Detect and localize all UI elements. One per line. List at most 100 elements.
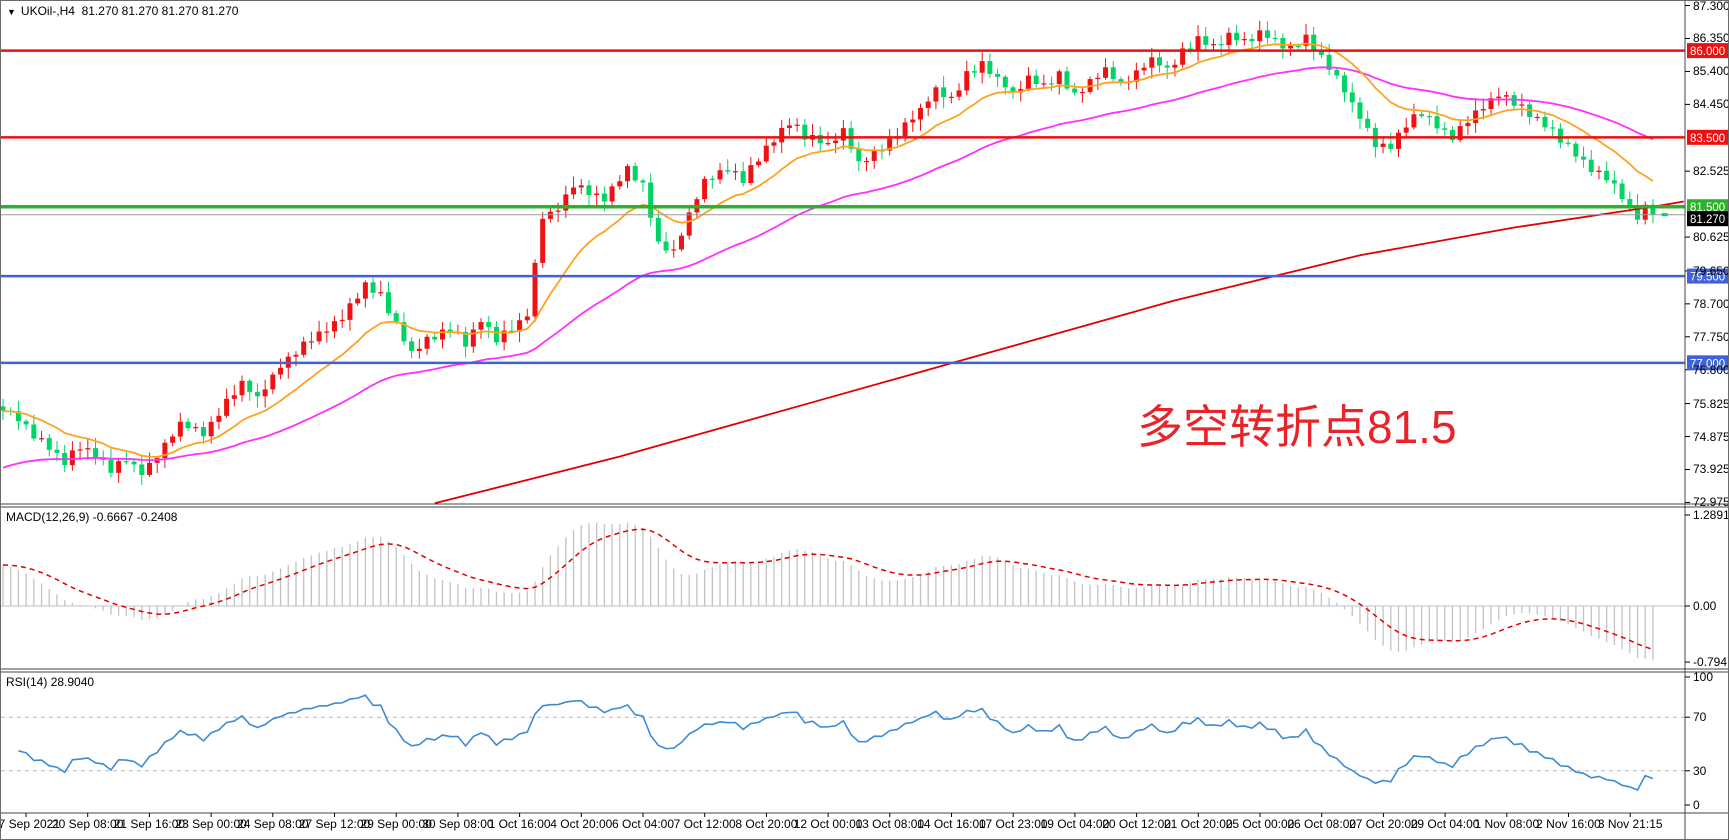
- candle-bullish: [1288, 45, 1294, 49]
- candle-bearish: [486, 322, 492, 327]
- candle-bullish: [146, 462, 152, 475]
- time-axis-label[interactable]: 4 Oct 20:00: [550, 817, 613, 831]
- candle-bearish: [1002, 76, 1008, 88]
- candle-bullish: [224, 398, 230, 416]
- candle-bullish: [1480, 109, 1486, 111]
- symbol-name: UKOil-,H4: [20, 4, 75, 18]
- candle-bearish: [586, 185, 592, 196]
- time-axis-label[interactable]: 21 Sep 16:00: [113, 817, 186, 831]
- candle-bearish: [247, 380, 253, 392]
- time-axis-label[interactable]: 20 Oct 12:00: [1102, 817, 1171, 831]
- candle-bullish: [1103, 67, 1109, 78]
- candle-bullish: [678, 235, 684, 250]
- price-tick-label: 72.975: [1693, 495, 1729, 510]
- time-axis-label[interactable]: 1 Nov 08:00: [1474, 817, 1540, 831]
- candle-bullish: [1172, 64, 1178, 68]
- time-axis-label[interactable]: 8 Oct 20:00: [735, 817, 798, 831]
- time-axis-label[interactable]: 2 Nov 16:00: [1536, 817, 1601, 831]
- level-badge-81.500: [1687, 199, 1728, 215]
- candle-bullish: [825, 143, 831, 145]
- level-badge-77.000: [1687, 355, 1728, 371]
- time-axis-label[interactable]: 6 Oct 04:00: [611, 817, 675, 831]
- time-axis-label[interactable]: 14 Oct 16:00: [917, 817, 986, 831]
- candle-bullish: [902, 122, 908, 137]
- time-axis-label[interactable]: 23 Sep 00:00: [175, 817, 247, 831]
- symbol-info[interactable]: ▼ UKOil-,H4 81.270 81.270 81.270 81.270: [7, 4, 238, 18]
- time-axis-label[interactable]: 27 Sep 12:00: [298, 817, 371, 831]
- candle-bullish: [717, 170, 723, 180]
- candle-bearish: [1388, 143, 1394, 149]
- candle-bearish: [23, 421, 29, 425]
- candle-bearish: [15, 411, 21, 422]
- candle-bearish: [1318, 49, 1324, 55]
- candle-bullish: [948, 96, 954, 98]
- candle-bearish: [740, 171, 746, 184]
- candle-bearish: [1442, 128, 1448, 130]
- candle-bullish: [1210, 44, 1216, 46]
- candle-bullish: [162, 442, 168, 459]
- price-tick-label: 79.650: [1693, 263, 1729, 278]
- time-axis-label[interactable]: 12 Oct 00:00: [793, 817, 863, 831]
- price-tick-label: 84.450: [1693, 97, 1729, 112]
- candle-bearish: [971, 71, 977, 73]
- time-axis-label[interactable]: 17 Oct 23:00: [978, 817, 1048, 831]
- time-axis-label[interactable]: 21 Oct 20:00: [1163, 817, 1233, 831]
- time-axis-label[interactable]: 20 Sep 08:00: [51, 817, 124, 831]
- candle-bearish: [1203, 36, 1209, 45]
- candle-bullish: [702, 178, 708, 200]
- candle-bullish: [833, 140, 839, 144]
- time-axis-label[interactable]: 3 Nov 21:15: [1597, 817, 1663, 831]
- candle-bullish: [956, 90, 962, 97]
- candle-bullish: [917, 107, 923, 120]
- time-axis-label[interactable]: 27 Oct 20:00: [1349, 817, 1418, 831]
- candle-bullish: [786, 125, 792, 128]
- candle-bullish: [193, 427, 199, 429]
- level-badge-86.000-text: 86.000: [1690, 46, 1725, 58]
- candle-bullish: [1056, 71, 1062, 85]
- candle-bullish: [1303, 34, 1309, 46]
- time-axis-label[interactable]: 19 Oct 04:00: [1040, 817, 1110, 831]
- candle-bullish: [671, 249, 677, 251]
- candle-bullish: [262, 389, 268, 397]
- candle-bullish: [1195, 36, 1201, 50]
- candle-bearish: [1049, 83, 1055, 85]
- ma-medium-line: [2, 66, 1654, 469]
- time-axis-label[interactable]: 13 Oct 08:00: [855, 817, 925, 831]
- candle-bullish: [771, 142, 777, 146]
- ma-slow-line: [434, 200, 1684, 505]
- time-axis-label[interactable]: 26 Oct 08:00: [1287, 817, 1357, 831]
- candle-bullish: [1488, 98, 1494, 110]
- candle-bullish: [1519, 104, 1525, 106]
- time-axis-label[interactable]: 29 Oct 04:00: [1410, 817, 1480, 831]
- macd-axis-label: 0.00: [1693, 599, 1717, 613]
- macd-values: -0.6667 -0.2408: [92, 510, 178, 524]
- candle-bearish: [1627, 199, 1633, 206]
- time-axis-label[interactable]: 1 Oct 16:00: [488, 817, 551, 831]
- candle-bullish: [308, 341, 314, 343]
- candle-bullish: [501, 330, 507, 343]
- candle-bearish: [432, 336, 438, 340]
- rsi-axis-label: 30: [1693, 763, 1707, 778]
- time-axis-label[interactable]: 25 Oct 00:00: [1225, 817, 1295, 831]
- candle-bullish: [301, 341, 307, 355]
- time-axis-label[interactable]: 24 Sep 08:00: [237, 817, 309, 831]
- time-axis-label[interactable]: 29 Sep 00:00: [360, 817, 432, 831]
- candle-bearish: [1550, 127, 1556, 129]
- candle-bullish: [85, 448, 91, 450]
- candle-bearish: [655, 217, 661, 242]
- symbol-dropdown-icon[interactable]: ▼: [7, 7, 16, 17]
- candle-bearish: [1234, 32, 1240, 41]
- ma-fast-line: [2, 42, 1654, 458]
- level-badge-83.500: [1687, 129, 1728, 145]
- candle-bearish: [1033, 75, 1039, 85]
- candle-bullish: [578, 185, 584, 188]
- candle-bearish: [856, 148, 862, 162]
- candle-bullish: [1411, 114, 1417, 128]
- time-axis-label[interactable]: 30 Sep 08:00: [422, 817, 494, 831]
- time-axis-label[interactable]: 7 Oct 12:00: [673, 817, 736, 831]
- candle-bullish: [332, 321, 338, 332]
- candle-bearish: [1118, 79, 1124, 84]
- time-axis-label[interactable]: 17 Sep 2021: [1, 817, 61, 831]
- candle-bullish: [1149, 57, 1155, 68]
